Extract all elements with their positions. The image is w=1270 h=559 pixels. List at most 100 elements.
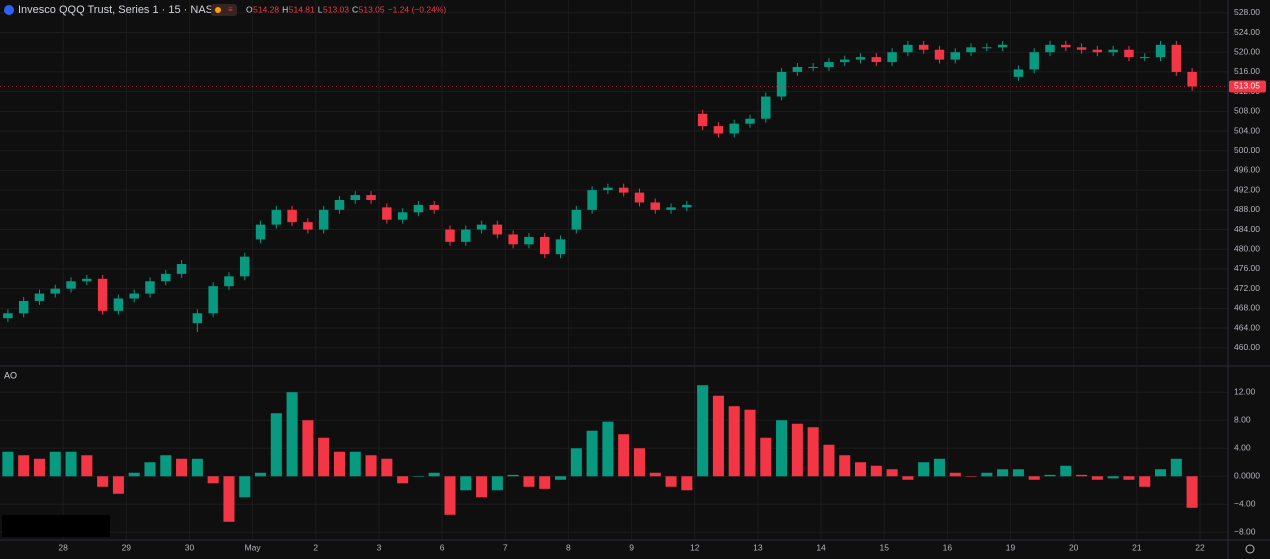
ao-bar xyxy=(1060,465,1072,477)
ao-bar xyxy=(602,421,614,477)
ao-bar xyxy=(1155,469,1167,477)
candle-body xyxy=(745,118,755,124)
symbol-icon xyxy=(4,5,14,15)
candle-body xyxy=(997,44,1008,48)
candle-body xyxy=(82,278,92,282)
candle-body xyxy=(634,192,645,203)
y-tick-label: 472.00 xyxy=(1234,283,1260,293)
ao-bar xyxy=(539,476,551,489)
ao-bar xyxy=(902,476,914,480)
ao-bar xyxy=(855,462,867,477)
ao-bar xyxy=(491,476,503,491)
candle-body xyxy=(934,49,945,60)
pane-title: AO xyxy=(4,370,17,380)
x-tick-label: 19 xyxy=(1006,542,1016,552)
candle-body xyxy=(950,52,960,60)
ao-bar xyxy=(191,458,203,477)
ao-bar xyxy=(444,476,456,515)
ohlc-label: L xyxy=(318,4,323,14)
badge-icon: ≡ xyxy=(228,5,233,14)
ao-bar xyxy=(1012,469,1024,477)
candle-body xyxy=(3,313,13,319)
y-tick-label: 460.00 xyxy=(1234,342,1260,352)
candle-body xyxy=(413,204,424,213)
candle-body xyxy=(808,66,818,68)
y-tick-label: 516.00 xyxy=(1234,66,1260,76)
ao-bar xyxy=(870,465,882,477)
badge xyxy=(211,4,237,16)
candle-body xyxy=(240,256,250,277)
ao-bar xyxy=(1076,474,1088,477)
symbol-title: Invesco QQQ Trust, Series 1 · 15 · NASDA… xyxy=(18,4,237,16)
ohlc-change: −1.24 (−0.24%) xyxy=(388,4,447,14)
candle-body xyxy=(303,222,313,230)
x-tick-label: 16 xyxy=(943,542,953,552)
candle-body xyxy=(1124,49,1134,58)
ao-bar xyxy=(460,476,472,491)
ao-bar xyxy=(760,437,772,477)
ao-bar xyxy=(839,455,851,477)
candle-body xyxy=(824,62,834,67)
ao-bar xyxy=(555,476,567,480)
overlay-box xyxy=(2,515,110,537)
x-tick-label: 8 xyxy=(566,542,571,552)
ao-bar xyxy=(428,472,440,477)
ao-bar xyxy=(112,476,124,494)
ao-bar xyxy=(949,472,961,477)
candle-body xyxy=(161,273,171,282)
candle-body xyxy=(792,66,803,72)
candle-body xyxy=(113,298,124,311)
ao-bar xyxy=(286,392,298,477)
y-tick-label: 520.00 xyxy=(1234,46,1260,56)
ao-bar xyxy=(728,406,740,477)
ao-bar xyxy=(18,455,30,477)
candle-body xyxy=(318,209,329,230)
candle-body xyxy=(776,71,787,97)
candle-body xyxy=(713,126,724,134)
ohlc-value: 513.03 xyxy=(323,4,349,14)
x-tick-label: 21 xyxy=(1132,542,1142,552)
x-tick-label: 7 xyxy=(503,542,508,552)
y-tick-label: 4.00 xyxy=(1234,442,1251,452)
candle-body xyxy=(903,44,913,53)
y-tick-label: 484.00 xyxy=(1234,224,1260,234)
ao-bar xyxy=(412,476,424,477)
ohlc-label: C xyxy=(352,4,358,14)
settings-icon[interactable] xyxy=(1245,544,1255,554)
candle-body xyxy=(208,286,218,314)
grid xyxy=(0,0,1228,540)
x-tick-label: 14 xyxy=(816,542,826,552)
ao-bar xyxy=(333,451,345,477)
candle-body xyxy=(192,313,203,324)
y-tick-label: 504.00 xyxy=(1234,125,1260,135)
ao-bar xyxy=(97,476,109,487)
x-tick-label: 15 xyxy=(879,542,889,552)
ao-bar xyxy=(697,385,709,477)
ao-bar xyxy=(381,458,393,477)
y-tick-label: 528.00 xyxy=(1234,7,1260,17)
ao-bar xyxy=(1123,476,1135,480)
y-tick-label: 476.00 xyxy=(1234,263,1260,273)
candle-body xyxy=(34,293,45,301)
ao-bar xyxy=(349,451,361,477)
candle-body xyxy=(397,212,408,220)
candle-body xyxy=(682,204,692,208)
ohlc-value: 514.81 xyxy=(289,4,315,14)
candle-body xyxy=(1171,44,1182,72)
candle-body xyxy=(255,224,266,240)
ao-bar xyxy=(397,476,409,484)
ao-bar xyxy=(665,476,677,487)
ohlc-value: 514.28 xyxy=(253,4,279,14)
ao-bar xyxy=(886,469,898,477)
candle-body xyxy=(382,207,392,220)
candle-body xyxy=(982,47,992,49)
x-tick-label: 3 xyxy=(377,542,382,552)
candle-body xyxy=(871,57,882,63)
y-tick-label: −4.00 xyxy=(1234,499,1256,509)
x-tick-label: 30 xyxy=(185,542,195,552)
ao-bar xyxy=(633,448,645,477)
ao-bar xyxy=(744,409,756,477)
candle-body xyxy=(429,204,439,210)
candle-body xyxy=(224,276,234,287)
y-tick-label: 0.0000 xyxy=(1234,471,1260,481)
